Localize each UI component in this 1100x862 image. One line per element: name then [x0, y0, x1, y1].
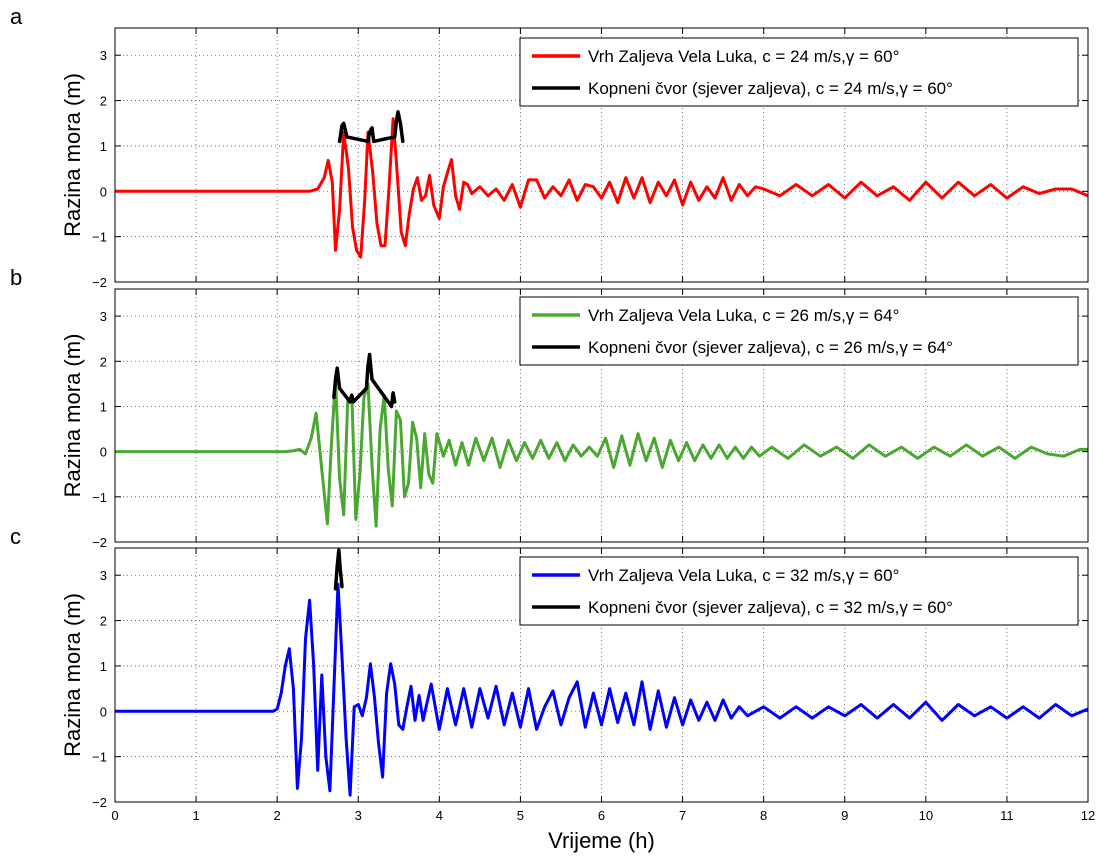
x-tick-label: 12	[1081, 808, 1095, 823]
y-tick-label: 1	[100, 659, 107, 674]
y-tick-label: −2	[92, 535, 107, 550]
x-tick-label: 8	[760, 808, 767, 823]
legend-box	[519, 296, 1079, 366]
y-tick-label: 3	[100, 309, 107, 324]
series-line-1	[115, 377, 1088, 528]
y-tick-label: −1	[92, 230, 107, 245]
y-tick-label: −2	[92, 275, 107, 290]
series-line-2	[332, 352, 397, 409]
y-axis-label: Razina mora (m)	[60, 334, 85, 498]
legend-label: Kopneni čvor (sjever zaljeva), c = 26 m/…	[588, 338, 953, 357]
legend-label: Kopneni čvor (sjever zaljeva), c = 32 m/…	[588, 598, 953, 617]
y-tick-label: 3	[100, 568, 107, 583]
y-tick-label: 2	[100, 354, 107, 369]
y-tick-label: 2	[100, 614, 107, 629]
x-tick-label: 0	[111, 808, 118, 823]
y-axis-label: Razina mora (m)	[60, 593, 85, 757]
legend-box	[519, 556, 1079, 626]
y-tick-label: 0	[100, 704, 107, 719]
plot-frame	[114, 547, 1089, 803]
panel-letter: a	[10, 4, 23, 29]
y-tick-label: 0	[100, 184, 107, 199]
y-tick-label: 1	[100, 399, 107, 414]
panel-letter: b	[10, 265, 22, 290]
x-tick-label: 2	[274, 808, 281, 823]
legend: Vrh Zaljeva Vela Luka, c = 32 m/s,γ = 60…	[519, 556, 1079, 626]
y-tick-label: −2	[92, 795, 107, 810]
legend: Vrh Zaljeva Vela Luka, c = 24 m/s,γ = 60…	[519, 37, 1079, 107]
y-tick-label: −1	[92, 750, 107, 765]
x-tick-label: 7	[679, 808, 686, 823]
legend-label: Vrh Zaljeva Vela Luka, c = 24 m/s,γ = 60…	[588, 47, 899, 66]
y-tick-label: 2	[100, 94, 107, 109]
panel-letter: c	[10, 524, 21, 549]
x-tick-label: 10	[919, 808, 933, 823]
plot-frame	[114, 27, 1089, 283]
x-tick-label: 5	[517, 808, 524, 823]
y-tick-label: 3	[100, 48, 107, 63]
y-tick-label: −1	[92, 490, 107, 505]
legend-box	[519, 37, 1079, 107]
series-line-2	[333, 548, 344, 591]
panel-a: −2 −1 0 1 2 3 Razina mora (m) a Vrh Zaljeva Vela…	[10, 4, 1089, 290]
x-tick-label: 11	[1000, 808, 1014, 823]
x-axis-label: Vrijeme (h)	[548, 828, 655, 853]
plot-frame	[114, 288, 1089, 543]
y-axis-label: Razina mora (m)	[60, 73, 85, 237]
series-line-1	[115, 117, 1088, 259]
x-tick-label: 3	[355, 808, 362, 823]
legend-label: Vrh Zaljeva Vela Luka, c = 32 m/s,γ = 60…	[588, 566, 899, 585]
legend-label: Kopneni čvor (sjever zaljeva), c = 24 m/…	[588, 79, 953, 98]
y-tick-label: 1	[100, 139, 107, 154]
panel-b: −2 −1 0 1 2 3 Razina mora (m) b Vrh Zaljeva Vela…	[10, 265, 1089, 550]
x-tick-label: 9	[841, 808, 848, 823]
y-tick-label: 0	[100, 445, 107, 460]
x-tick-label: 4	[436, 808, 443, 823]
x-tick-label: 6	[598, 808, 605, 823]
series-line-1	[115, 582, 1088, 797]
legend: Vrh Zaljeva Vela Luka, c = 26 m/s,γ = 64…	[519, 296, 1079, 366]
x-tick-label: 1	[192, 808, 199, 823]
legend-label: Vrh Zaljeva Vela Luka, c = 26 m/s,γ = 64…	[588, 306, 899, 325]
series-line-2	[337, 110, 405, 144]
